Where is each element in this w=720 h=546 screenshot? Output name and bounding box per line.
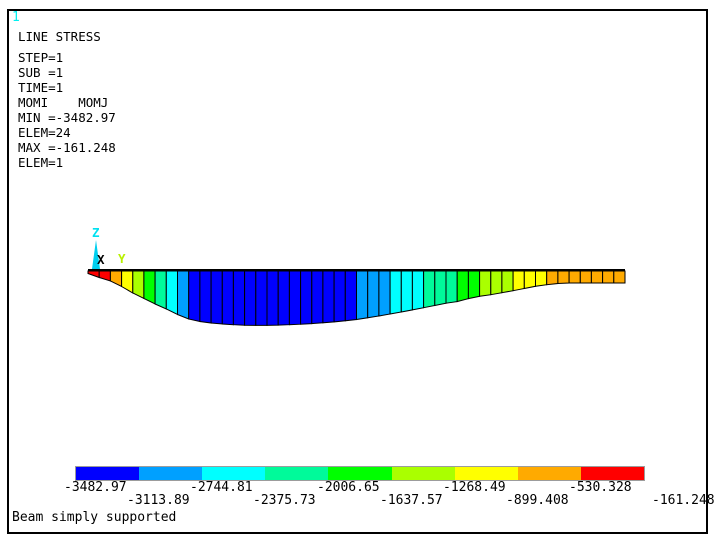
moment-bar-element-20 xyxy=(300,270,313,325)
legend-value-label: -161.248 xyxy=(652,493,715,508)
moment-bar-element-8 xyxy=(165,270,178,316)
z-axis-arrow xyxy=(92,240,100,269)
legend-color-segment-4 xyxy=(265,467,329,480)
moment-bar-element-27 xyxy=(378,270,391,317)
plot-title: Beam simply supported xyxy=(12,510,177,525)
moment-bar-element-4 xyxy=(121,270,134,294)
moment-bar-element-33 xyxy=(445,270,458,304)
moment-bar-element-34 xyxy=(456,270,469,303)
moment-bar-element-3 xyxy=(109,270,123,288)
info-line: MAX =-161.248 xyxy=(18,140,116,155)
moment-bar-element-13 xyxy=(221,270,234,326)
legend-color-segment-1 xyxy=(76,467,140,480)
moment-bar-element-24 xyxy=(344,270,357,322)
moment-bar-element-48 xyxy=(613,270,626,284)
moment-bar-element-21 xyxy=(311,270,324,325)
legend-color-segment-9 xyxy=(580,467,644,480)
moment-bar-element-31 xyxy=(423,270,436,309)
y-axis-label: Y xyxy=(118,251,126,266)
legend-colorbar xyxy=(75,466,645,481)
info-line: LINE STRESS xyxy=(18,29,101,44)
legend-color-segment-7 xyxy=(454,467,518,480)
moment-bar-element-19 xyxy=(288,270,302,326)
legend-color-segment-8 xyxy=(517,467,581,480)
moment-bar-element-32 xyxy=(434,270,447,307)
legend-color-segment-2 xyxy=(139,467,203,480)
info-line: STEP=1 xyxy=(18,50,64,65)
plot-number: 1 xyxy=(12,10,20,25)
legend-value-label: -2006.65 xyxy=(317,480,380,495)
moment-bar-element-26 xyxy=(367,270,380,319)
moment-bar-element-23 xyxy=(333,270,346,323)
moment-bar-element-14 xyxy=(232,270,246,326)
moment-bar-element-9 xyxy=(177,270,190,320)
moment-bar-element-29 xyxy=(400,270,413,313)
info-line: MOMI MOMJ xyxy=(18,95,109,110)
moment-bar-element-37 xyxy=(490,270,503,296)
legend-value-label: -530.328 xyxy=(569,480,632,495)
moment-bar-element-28 xyxy=(389,270,402,315)
moment-bar-element-35 xyxy=(467,270,481,300)
moment-bar-element-40 xyxy=(523,270,536,290)
moment-bar-element-44 xyxy=(568,270,581,284)
legend-color-segment-6 xyxy=(391,467,455,480)
moment-bar-element-10 xyxy=(188,270,201,323)
legend-value-label: -1268.49 xyxy=(443,480,506,495)
moment-bar-element-11 xyxy=(199,270,212,324)
legend-value-label: -899.408 xyxy=(506,493,569,508)
moment-bar-element-1 xyxy=(87,270,100,279)
legend-value-label: -3113.89 xyxy=(127,493,190,508)
moment-bar-element-22 xyxy=(322,270,335,324)
moment-bar-element-17 xyxy=(266,270,279,326)
moment-bar-element-45 xyxy=(579,270,592,284)
info-line: MIN =-3482.97 xyxy=(18,110,116,125)
moment-bar-element-41 xyxy=(535,270,548,287)
moment-bar-element-16 xyxy=(255,270,268,326)
legend-value-label: -2375.73 xyxy=(253,493,316,508)
moment-bar-element-6 xyxy=(143,270,156,305)
info-line: TIME=1 xyxy=(18,80,64,95)
legend-value-label: -3482.97 xyxy=(64,480,127,495)
moment-bar-element-25 xyxy=(356,270,369,321)
info-line: ELEM=24 xyxy=(18,125,71,140)
moment-bar-element-18 xyxy=(277,270,290,326)
moment-bar-element-12 xyxy=(210,270,223,325)
legend-value-label: -2744.81 xyxy=(190,480,253,495)
moment-bar-element-7 xyxy=(154,270,167,310)
legend-color-segment-3 xyxy=(202,467,266,480)
moment-bar-element-15 xyxy=(244,270,257,326)
moment-bar-element-38 xyxy=(501,270,514,294)
legend-value-label: -1637.57 xyxy=(380,493,443,508)
moment-bar-element-42 xyxy=(546,270,559,286)
moment-bars xyxy=(87,270,626,326)
info-line: SUB =1 xyxy=(18,65,64,80)
z-axis-label: Z xyxy=(92,225,100,240)
moment-bar-element-47 xyxy=(602,270,615,284)
moment-bar-element-43 xyxy=(557,270,570,285)
moment-bar-element-46 xyxy=(590,270,604,284)
x-axis-label: X xyxy=(97,252,105,267)
moment-bar-element-36 xyxy=(479,270,492,297)
moment-bar-element-39 xyxy=(512,270,525,292)
moment-bar-element-30 xyxy=(411,270,425,311)
moment-bar-element-2 xyxy=(98,270,111,282)
legend-color-segment-5 xyxy=(328,467,392,480)
info-line: ELEM=1 xyxy=(18,155,64,170)
moment-bar-element-5 xyxy=(132,270,145,300)
